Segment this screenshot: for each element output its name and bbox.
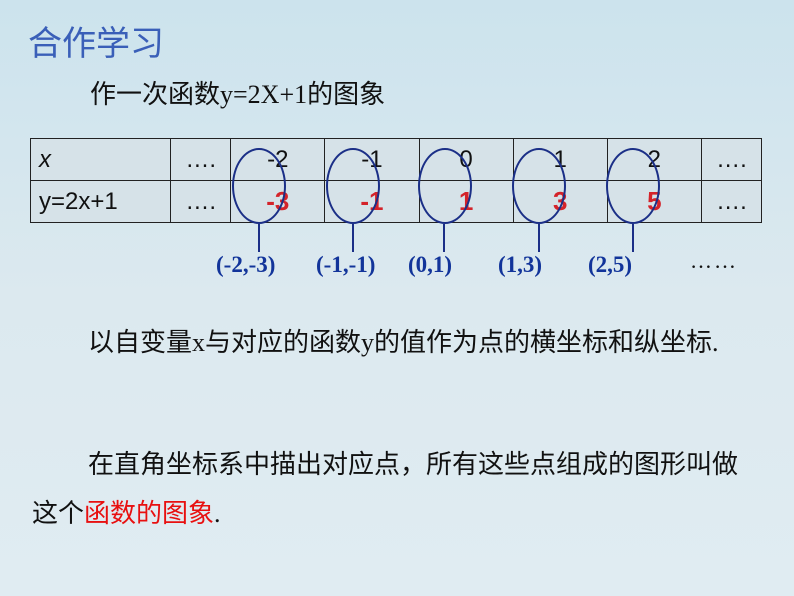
table-row-x: x …. -2 -1 0 1 2 …. [31,139,762,181]
connector-line [538,224,540,252]
para1-text: 以自变量x与对应的函数y的值作为点的横坐标和纵坐标. [88,328,719,357]
cell-x-2: 0 [419,139,513,181]
coord-label-4: (2,5) [588,252,632,278]
cell-dots: …. [171,181,231,223]
cell-dots: …. [701,139,761,181]
section-title: 合作学习 [28,16,164,65]
subtitle: 作一次函数y=2X+1的图象 [90,74,385,111]
cell-x-0: -2 [231,139,325,181]
connector-line [443,224,445,252]
para2-end: . [214,499,221,528]
cell-dots: …. [171,139,231,181]
cell-y-4: 5 [607,181,701,223]
row-header-x: x [31,139,171,181]
row-header-y: y=2x+1 [31,181,171,223]
trailing-dots: …… [690,248,738,274]
cell-x-4: 2 [607,139,701,181]
table-row-y: y=2x+1 …. -3 -1 1 3 5 …. [31,181,762,223]
cell-y-0: -3 [231,181,325,223]
para2-red: 函数的图象 [84,499,214,528]
cell-y-2: 1 [419,181,513,223]
coord-label-0: (-2,-3) [216,252,275,278]
paragraph-2: 在直角坐标系中描出对应点，所有这些点组成的图形叫做这个函数的图象. [32,440,762,539]
cell-x-3: 1 [513,139,607,181]
cell-y-1: -1 [325,181,419,223]
cell-dots: …. [701,181,761,223]
cell-y-3: 3 [513,181,607,223]
coord-label-3: (1,3) [498,252,542,278]
connector-line [258,224,260,252]
cell-x-1: -1 [325,139,419,181]
function-table: x …. -2 -1 0 1 2 …. y=2x+1 …. -3 -1 1 3 … [30,138,762,223]
paragraph-1: 以自变量x与对应的函数y的值作为点的横坐标和纵坐标. [32,318,762,367]
coord-label-1: (-1,-1) [316,252,375,278]
connector-line [352,224,354,252]
connector-line [632,224,634,252]
coord-label-2: (0,1) [408,252,452,278]
